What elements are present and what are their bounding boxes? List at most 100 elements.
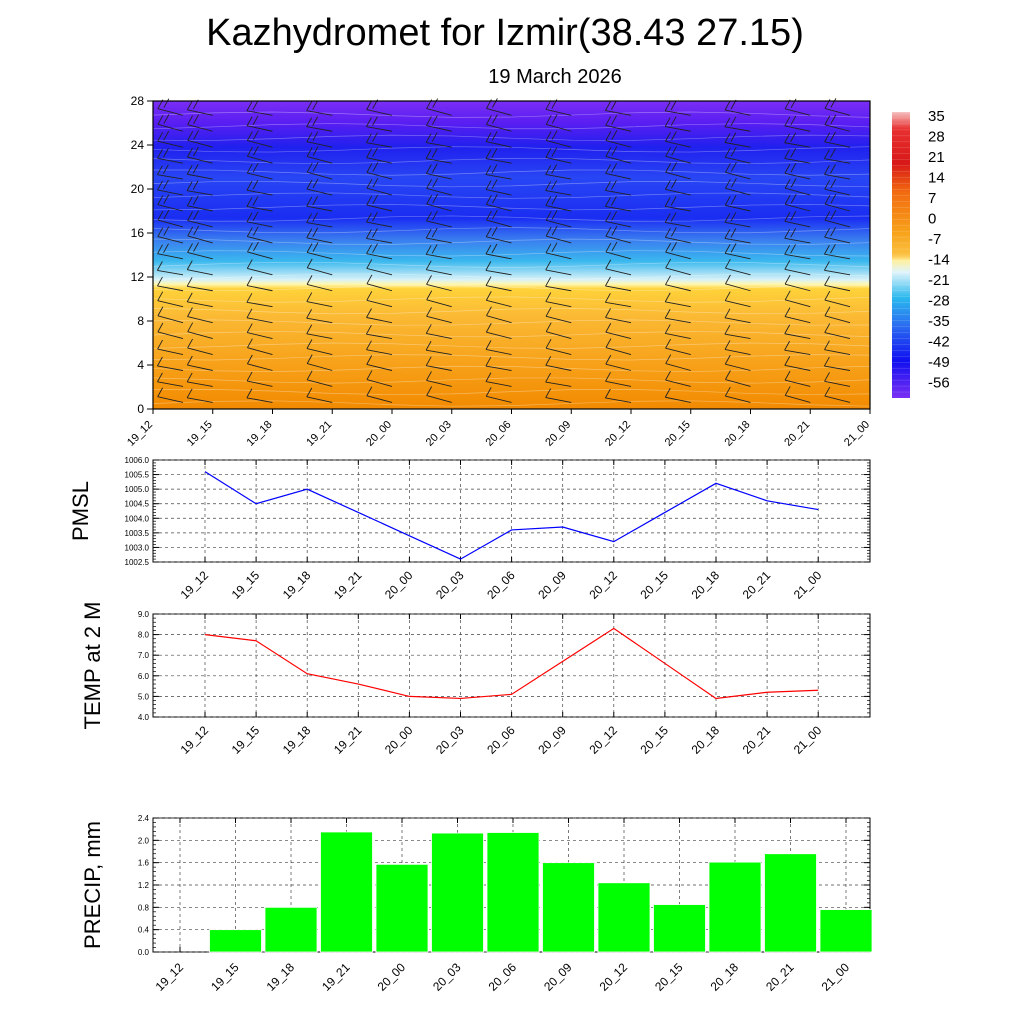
wind-barb-shaft [725,363,751,371]
wind-barb-flag [246,354,253,365]
wind-barb-shaft [187,397,213,403]
wind-barb-shaft [605,301,632,308]
wind-barb-flag [246,116,253,126]
wind-barb-shaft [157,331,184,340]
wind-barb [186,355,213,371]
wind-barb-flag [486,210,492,221]
wind-barb-flag [784,229,791,239]
wind-barb-shaft [725,379,751,387]
precip-bar [819,909,873,953]
y-tick-label: 8 [137,314,144,328]
wind-barb-flag [824,245,830,255]
wind-barb-flag [784,274,791,285]
wind-barb [366,291,393,308]
wind-barb-shaft [486,219,512,228]
wind-barb-shaft [824,203,851,212]
wind-barb-shaft [824,332,851,340]
wind-barb [724,354,751,371]
wind-barb-flag [665,338,671,349]
wind-barb [187,242,213,260]
wind-barb [665,146,691,164]
y-tick-label: 24 [131,138,145,152]
wind-barb [664,227,691,244]
wind-barb-shaft [724,348,751,355]
wind-barb [157,372,184,387]
wind-barb-shaft [785,187,811,196]
wind-barb-shaft [426,125,452,132]
wind-barb-flag [605,116,612,126]
wind-barb-flag [312,178,319,189]
wind-barb [545,356,572,371]
precip-bar [431,832,484,953]
wind-barb-shaft [157,381,184,387]
wind-barb-flag [611,115,618,125]
wind-barb [425,115,452,132]
wind-barb-flag [253,146,259,156]
wind-barb-shaft [824,315,851,324]
wind-barb [665,162,691,180]
y-tick-label: 1003.5 [125,529,150,538]
wind-barb-flag [665,258,672,269]
colorbar-label: 21 [928,149,945,166]
wind-barb-flag [157,387,164,397]
wind-barb [485,114,512,132]
wind-barb-flag [784,212,791,222]
wind-barb [426,178,452,196]
wind-barb-flag [366,259,373,269]
contour-line [152,296,871,303]
wind-barb [485,148,512,164]
wind-barb-shaft [725,187,751,196]
wind-barb-flag [306,292,313,302]
wind-barb-flag [366,274,373,285]
wind-barb-flag [784,386,791,396]
wind-barb-flag [784,195,791,205]
y-tick-label: 1005.0 [125,485,150,494]
wind-barb [306,195,333,212]
wind-barb-flag [366,163,373,173]
wind-barb-flag [157,322,164,333]
wind-barb-flag [545,372,552,383]
x-tick-label: 20_00 [382,723,416,757]
wind-barb-shaft [366,204,393,212]
wind-barb-shaft [187,364,213,371]
precip-bar [708,861,762,953]
y-axis-title: TEMP at 2 M [80,602,105,730]
wind-barb [784,163,811,180]
wind-barb-shaft [426,283,452,292]
wind-barb [485,243,512,260]
wind-barb-flag [830,178,837,189]
wind-barb-flag [485,115,492,125]
wind-barb [366,386,393,403]
wind-barb [605,338,632,355]
wind-barb-flag [312,161,319,172]
wind-barb-shaft [247,172,273,180]
wind-barb-shaft [724,252,751,260]
contour-line [152,238,871,245]
wind-barb-flag [545,148,552,158]
wind-barb-flag [306,117,313,127]
wind-barb [724,147,751,164]
wind-barb-flag [605,131,612,141]
wind-barb-flag [192,164,199,174]
colorbar-label: 7 [928,190,936,207]
wind-barb [784,386,811,403]
wind-barb-shaft [307,267,333,276]
wind-barb [824,290,851,308]
wind-barb-flag [605,147,612,157]
wind-barb-shaft [485,365,512,371]
wind-barb-flag [724,291,731,301]
wind-barb-shaft [824,107,851,116]
wind-barb-shaft [546,140,572,148]
wind-barb-shaft [824,141,851,148]
wind-barb [784,307,811,324]
wind-barb [366,162,393,180]
contour-line [152,192,871,199]
wind-barb [157,194,184,212]
wind-barb-shaft [306,110,333,116]
wind-barb-flag [605,101,611,111]
y-tick-label: 4 [137,358,144,372]
x-tick-label: 20_21 [740,568,774,602]
contour-line [152,146,871,153]
wind-barb-shaft [426,173,452,180]
x-tick-label: 19_12 [178,568,212,602]
